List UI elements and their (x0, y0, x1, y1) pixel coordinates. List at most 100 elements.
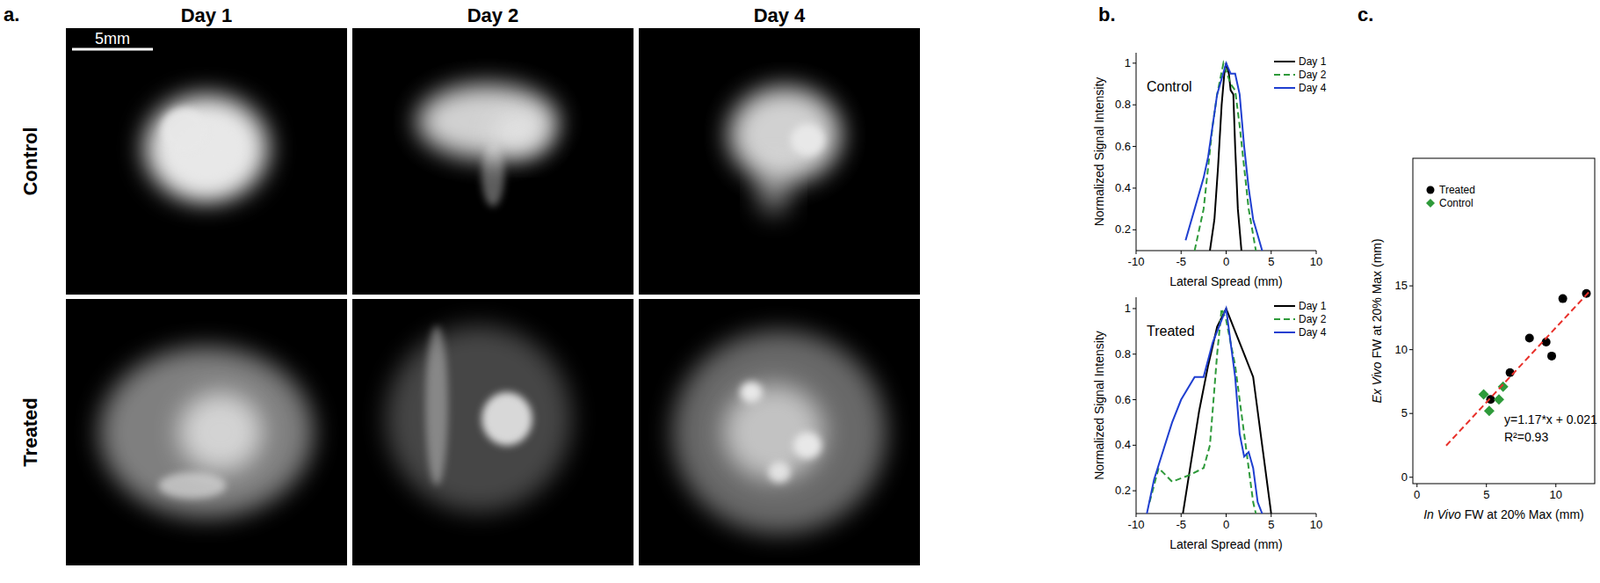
legend-label: Control (1439, 196, 1474, 210)
x-tick (1180, 250, 1182, 254)
x-tick (1136, 513, 1137, 517)
legend: Day 1Day 2Day 4 (1274, 55, 1327, 95)
annotation: y=1.17*x + 0.021 (1504, 412, 1598, 427)
scale-bar (72, 48, 153, 51)
fluorescence-blob (767, 461, 791, 483)
fluorescence-blob (425, 325, 449, 486)
fluorescence-blob (739, 381, 763, 403)
image-background (638, 28, 920, 295)
fluorescence-blob (99, 347, 313, 518)
plot-area (1146, 308, 1271, 514)
fluorescence-blob (756, 161, 790, 216)
image-tile (352, 28, 634, 295)
legend-swatch (1274, 304, 1296, 307)
y-tick-label: 1 (1124, 56, 1131, 70)
data-line (1149, 308, 1256, 514)
data-point (1484, 405, 1495, 416)
y-tick (1409, 285, 1413, 287)
fluorescence-blob (492, 113, 550, 156)
data-line (1209, 63, 1242, 251)
legend-swatch (1274, 60, 1296, 63)
image-tile (638, 298, 920, 565)
panel-label: a. (3, 3, 20, 26)
y-tick-label: 0.2 (1114, 483, 1131, 497)
legend-swatch (1274, 73, 1296, 76)
y-tick-label: 0.4 (1114, 180, 1131, 195)
legend-label: Day 1 (1298, 299, 1327, 312)
data-point (1478, 388, 1490, 399)
legend-label: Day 4 (1298, 81, 1327, 95)
x-tick (1225, 513, 1227, 517)
y-tick-label: 0 (1401, 470, 1408, 484)
legend-swatch (1274, 331, 1296, 334)
y-axis-label: Normalized Signal Intensity (1092, 77, 1107, 227)
fluorescence-blob (178, 391, 263, 472)
legend-swatch (1274, 318, 1296, 320)
figure: a.Day 1Day 2Day 4ControlTreated5mm-10-50… (0, 0, 1600, 583)
annotation: R²=0.93 (1504, 429, 1549, 444)
y-tick (1132, 353, 1137, 355)
row-header: Treated (19, 397, 42, 466)
legend-label: Day 2 (1298, 68, 1327, 81)
x-tick (1136, 250, 1137, 254)
x-tick-label: 0 (1223, 254, 1230, 268)
panel-label: b. (1098, 3, 1116, 26)
y-tick-label: 0.8 (1114, 347, 1131, 361)
legend-label: Day 2 (1298, 312, 1327, 326)
x-axis-label: Lateral Spread (mm) (1169, 536, 1282, 551)
y-tick (1132, 490, 1137, 492)
legend-label: Day 4 (1298, 325, 1327, 339)
y-tick (1132, 307, 1137, 309)
y-axis-label: Normalized Signal Intensity (1092, 330, 1107, 480)
legend-swatch (1274, 86, 1296, 89)
y-tick-label: 5 (1401, 405, 1408, 420)
x-tick (1485, 483, 1487, 487)
data-point (1558, 294, 1568, 304)
data-point (1582, 289, 1592, 298)
data-point (1493, 393, 1505, 405)
image-tile (352, 298, 634, 565)
y-tick-label: 0.6 (1114, 139, 1131, 153)
y-tick (1409, 348, 1413, 350)
y-tick (1132, 145, 1137, 147)
y-tick-label: 0.8 (1114, 97, 1131, 111)
x-axis-label: Lateral Spread (mm) (1169, 274, 1282, 289)
data-point (1525, 333, 1535, 343)
x-tick-label: -10 (1128, 254, 1145, 268)
y-tick-label: 1 (1124, 301, 1131, 315)
fluorescence-blob (144, 94, 269, 202)
image-tile (65, 298, 348, 565)
y-axis (1136, 52, 1137, 251)
y-tick (1132, 229, 1137, 231)
image-background (638, 298, 920, 565)
y-tick-label: 0.2 (1114, 222, 1131, 236)
y-tick (1132, 444, 1137, 446)
legend-label: Treated (1439, 183, 1476, 196)
x-tick-label: -5 (1175, 254, 1187, 268)
image-background (352, 298, 634, 565)
x-tick-label: 0 (1413, 487, 1420, 501)
legend-swatch (1426, 198, 1435, 208)
fluorescence-blob (385, 325, 572, 512)
column-header: Day 4 (753, 4, 806, 27)
data-point (1498, 381, 1509, 392)
plot-frame (1412, 158, 1595, 484)
image-background (352, 28, 634, 295)
image-tile (638, 28, 920, 295)
x-tick-label: 10 (1310, 517, 1323, 531)
y-tick-label: 0.6 (1114, 392, 1131, 406)
row-header: Control (19, 126, 42, 196)
image-background (65, 28, 348, 295)
y-tick-label: 15 (1395, 278, 1408, 292)
x-tick (1316, 250, 1318, 254)
x-tick-label: 0 (1223, 517, 1230, 531)
x-tick-label: 10 (1549, 487, 1563, 501)
y-tick-label: 0.4 (1114, 437, 1131, 451)
fluorescence-blob (793, 432, 822, 459)
image-background (65, 298, 348, 565)
fluorescence-blob (790, 123, 825, 156)
y-tick (1409, 476, 1413, 478)
data-line (1182, 308, 1271, 514)
fluorescence-blob (481, 391, 533, 446)
y-tick-label: 10 (1395, 342, 1408, 356)
